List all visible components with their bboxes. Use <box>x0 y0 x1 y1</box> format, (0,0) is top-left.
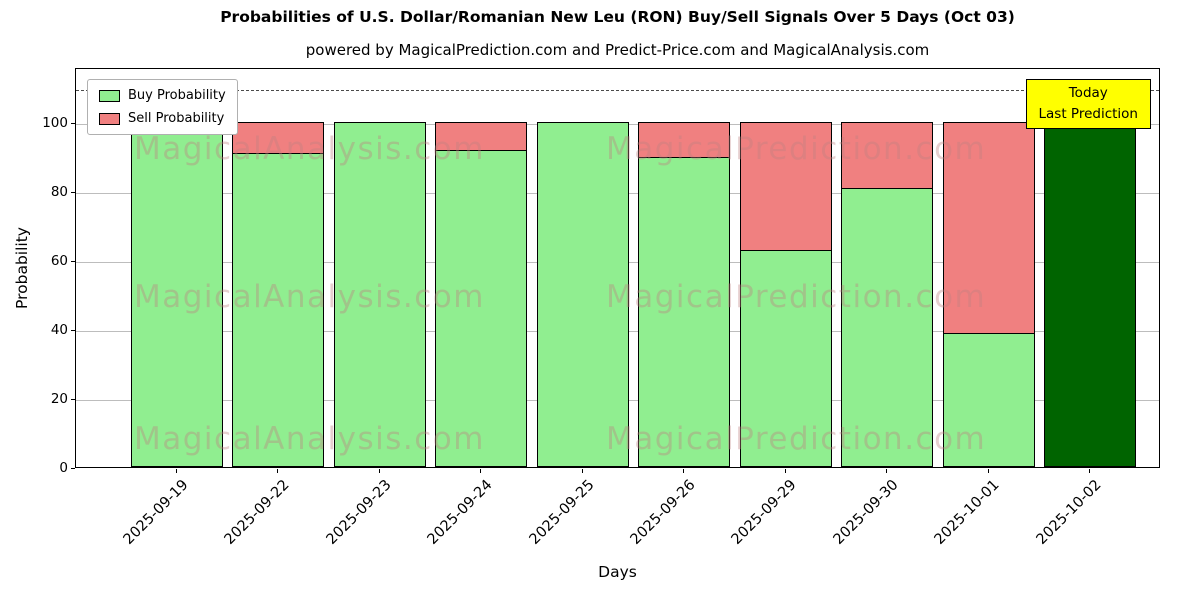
annotation-line-1: Today <box>1068 85 1108 101</box>
bar-sell-segment <box>841 122 934 189</box>
x-tick-label: 2025-10-01 <box>931 477 1003 548</box>
bar-sell-segment <box>435 122 528 151</box>
bar-sell-segment <box>739 122 832 251</box>
x-tick-label: 2025-09-19 <box>120 477 192 548</box>
y-tick-label: 0 <box>59 460 68 476</box>
y-tick-mark <box>71 468 75 469</box>
y-tick-label: 60 <box>50 253 68 270</box>
x-axis-label: Days <box>598 563 637 581</box>
chart-subtitle: powered by MagicalPrediction.com and Pre… <box>305 41 930 59</box>
x-tick-mark <box>378 469 380 473</box>
bar-buy-segment <box>131 122 223 467</box>
x-tick-mark <box>886 469 888 473</box>
bar-sell-segment <box>232 122 325 155</box>
bar-today <box>1044 122 1136 467</box>
plot-area: Buy Probability Sell Probability Today L… <box>75 68 1160 468</box>
legend-entry-sell: Sell Probability <box>99 111 226 126</box>
bar-buy-segment <box>536 122 629 467</box>
x-tick-mark <box>581 469 583 473</box>
y-tick-label: 20 <box>50 391 68 408</box>
x-tick-label: 2025-09-24 <box>424 477 496 548</box>
y-tick-label: 100 <box>42 115 68 132</box>
legend: Buy Probability Sell Probability <box>87 79 238 135</box>
y-tick-label: 40 <box>50 322 68 339</box>
x-tick-mark <box>683 469 685 473</box>
x-tick-label: 2025-09-22 <box>221 477 293 548</box>
y-axis-label: Probability <box>13 227 31 309</box>
bar-buy-segment <box>435 149 528 467</box>
today-annotation: Today Last Prediction <box>1025 79 1151 129</box>
x-tick-label: 2025-09-30 <box>830 477 902 548</box>
legend-entry-buy: Buy Probability <box>99 88 226 103</box>
x-tick-mark <box>176 469 177 473</box>
y-tick-label: 80 <box>50 184 68 201</box>
bar-sell-segment <box>942 122 1035 334</box>
x-tick-mark <box>784 469 786 473</box>
bar-buy-segment <box>942 332 1035 467</box>
bar-buy-segment <box>333 122 426 467</box>
x-tick-mark <box>480 469 482 473</box>
bar-buy-segment <box>841 187 934 467</box>
annotation-line-2: Last Prediction <box>1038 106 1138 122</box>
x-tick-label: 2025-09-29 <box>729 477 800 548</box>
x-tick-label: 2025-10-02 <box>1033 477 1105 548</box>
legend-label-sell: Sell Probability <box>128 111 225 126</box>
bar-buy-segment <box>232 153 325 467</box>
bar-buy-segment <box>638 156 731 467</box>
x-tick-label: 2025-09-23 <box>323 477 395 548</box>
bar-buy-segment <box>739 249 832 467</box>
legend-label-buy: Buy Probability <box>128 88 226 103</box>
dashed-threshold-line <box>76 89 1159 91</box>
legend-swatch-sell <box>99 112 120 125</box>
legend-swatch-buy <box>99 89 120 102</box>
chart-title: Probabilities of U.S. Dollar/Romanian Ne… <box>220 8 1015 26</box>
x-tick-mark <box>277 469 279 473</box>
x-tick-label: 2025-09-25 <box>526 477 598 548</box>
bar-sell-segment <box>638 122 731 158</box>
x-tick-label: 2025-09-26 <box>627 477 699 548</box>
x-tick-mark <box>1089 469 1090 473</box>
x-tick-mark <box>987 469 989 473</box>
